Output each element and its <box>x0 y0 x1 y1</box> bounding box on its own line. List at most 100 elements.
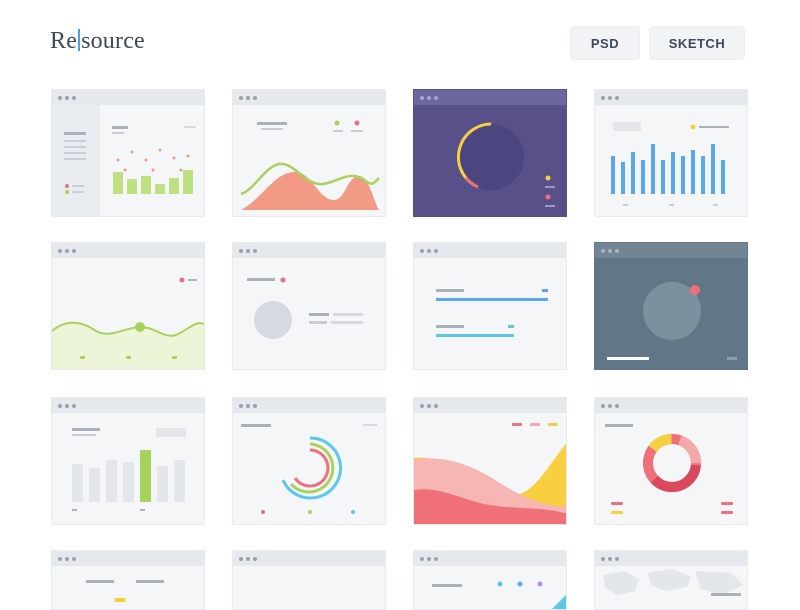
line-wave-card[interactable] <box>51 242 205 370</box>
knob-dial-thumbnail <box>607 282 737 360</box>
window-titlebar <box>595 551 747 566</box>
line-wave-thumbnail <box>52 277 204 369</box>
map-card[interactable] <box>594 550 748 610</box>
sketch-button[interactable]: SKETCH <box>649 26 745 60</box>
window-dot-icon <box>608 96 612 100</box>
window-dot-icon <box>601 557 605 561</box>
window-dot-icon <box>246 96 250 100</box>
area-chart-thumbnail <box>240 120 380 210</box>
window-dot-icon <box>427 404 431 408</box>
donut-chart-card[interactable] <box>594 397 748 525</box>
window-titlebar <box>595 398 747 413</box>
column-chart-thumbnail <box>611 122 729 206</box>
window-dot-icon <box>434 557 438 561</box>
profile-card[interactable] <box>232 242 386 370</box>
window-titlebar <box>414 551 566 566</box>
donut-chart-thumbnail <box>605 424 733 514</box>
window-dot-icon <box>65 249 69 253</box>
window-dot-icon <box>253 404 257 408</box>
window-titlebar <box>233 243 385 258</box>
window-titlebar <box>595 243 747 258</box>
window-dot-icon <box>72 249 76 253</box>
window-dot-icon <box>420 404 424 408</box>
window-dot-icon <box>608 404 612 408</box>
partial-card-1[interactable] <box>51 550 205 610</box>
logo-suffix: source <box>81 28 145 54</box>
window-dot-icon <box>246 404 250 408</box>
window-dot-icon <box>246 557 250 561</box>
window-titlebar <box>595 90 747 105</box>
window-dot-icon <box>434 249 438 253</box>
window-dot-icon <box>58 557 62 561</box>
psd-button[interactable]: PSD <box>570 26 640 60</box>
area-chart-card[interactable] <box>232 89 386 217</box>
logo: Re source <box>50 28 145 55</box>
window-dot-icon <box>65 404 69 408</box>
radial-progress-thumbnail <box>456 122 555 207</box>
window-dot-icon <box>427 249 431 253</box>
logo-prefix: Re <box>50 28 78 54</box>
window-titlebar <box>414 90 566 105</box>
window-titlebar <box>52 90 204 105</box>
window-dot-icon <box>615 557 619 561</box>
world-map-thumbnail <box>603 569 743 596</box>
window-dot-icon <box>601 249 605 253</box>
window-titlebar <box>233 90 385 105</box>
partial-card-2[interactable] <box>232 550 386 610</box>
window-titlebar <box>52 243 204 258</box>
window-dot-icon <box>601 96 605 100</box>
window-dot-icon <box>253 249 257 253</box>
highlight-bar-thumbnail <box>72 428 186 511</box>
window-dot-icon <box>427 96 431 100</box>
partial-card-3[interactable] <box>413 550 567 610</box>
window-dot-icon <box>253 557 257 561</box>
column-chart-blue-card[interactable] <box>594 89 748 217</box>
window-dot-icon <box>65 96 69 100</box>
text-cursor-icon <box>78 29 81 51</box>
window-dot-icon <box>253 96 257 100</box>
knob-dial-card[interactable] <box>594 242 748 370</box>
window-dot-icon <box>72 404 76 408</box>
highlight-bar-card[interactable] <box>51 397 205 525</box>
window-dot-icon <box>601 404 605 408</box>
window-dot-icon <box>420 557 424 561</box>
radial-progress-card[interactable] <box>413 89 567 217</box>
window-titlebar <box>52 551 204 566</box>
window-dot-icon <box>58 96 62 100</box>
window-dot-icon <box>434 96 438 100</box>
concentric-rings-thumbnail <box>241 424 377 514</box>
window-titlebar <box>233 551 385 566</box>
window-dot-icon <box>239 96 243 100</box>
window-dot-icon <box>420 249 424 253</box>
window-dot-icon <box>239 557 243 561</box>
window-dot-icon <box>615 404 619 408</box>
bar-chart-sidebar-thumbnail <box>52 105 196 216</box>
window-titlebar <box>414 398 566 413</box>
window-dot-icon <box>239 404 243 408</box>
window-dot-icon <box>239 249 243 253</box>
window-titlebar <box>233 398 385 413</box>
window-titlebar <box>414 243 566 258</box>
window-dot-icon <box>615 96 619 100</box>
stacked-area-thumbnail <box>414 423 566 524</box>
window-dot-icon <box>427 557 431 561</box>
window-dot-icon <box>608 249 612 253</box>
partial-card-1-thumbnail <box>86 580 164 602</box>
progress-bars-card[interactable] <box>413 242 567 370</box>
window-dot-icon <box>434 404 438 408</box>
partial-card-3-thumbnail <box>432 581 566 609</box>
profile-thumbnail <box>247 277 363 339</box>
window-dot-icon <box>615 249 619 253</box>
concentric-rings-card[interactable] <box>232 397 386 525</box>
bar-chart-sidebar-card[interactable] <box>51 89 205 217</box>
window-dot-icon <box>72 557 76 561</box>
stacked-area-card[interactable] <box>413 397 567 525</box>
window-dot-icon <box>65 557 69 561</box>
window-dot-icon <box>246 249 250 253</box>
window-dot-icon <box>58 249 62 253</box>
progress-bars-thumbnail <box>436 289 548 337</box>
window-dot-icon <box>72 96 76 100</box>
window-titlebar <box>52 398 204 413</box>
window-dot-icon <box>420 96 424 100</box>
window-dot-icon <box>608 557 612 561</box>
